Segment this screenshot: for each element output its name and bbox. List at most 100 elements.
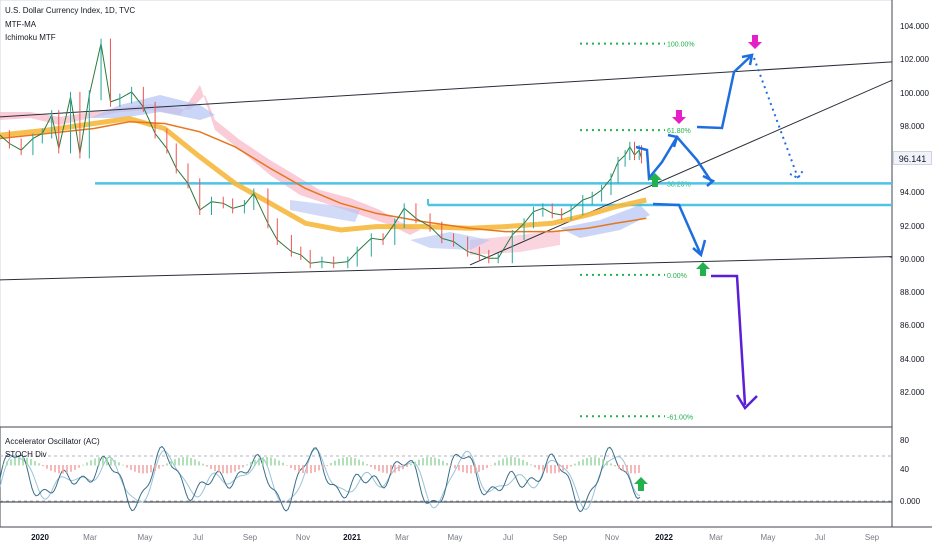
ac-histogram-bar [206, 465, 208, 467]
ac-histogram-bar [334, 460, 336, 466]
ac-histogram-bar [498, 460, 500, 466]
time-tick-label: May [760, 533, 776, 542]
projection-path-up [635, 134, 713, 182]
oscillator-tick-label: 80 [900, 436, 909, 445]
ac-histogram-bar [514, 457, 516, 466]
price-tick-label: 82.000 [900, 388, 925, 397]
ac-histogram-bar [550, 465, 552, 474]
ac-histogram-bar [526, 462, 528, 466]
ac-histogram-bar [566, 465, 568, 469]
ac-histogram-bar [110, 458, 112, 466]
ac-histogram-bar [346, 457, 348, 466]
time-tick-label: May [447, 533, 463, 542]
ac-histogram-bar [66, 465, 68, 473]
price-tick-label: 102.000 [900, 55, 929, 65]
ac-histogram-bar [78, 465, 80, 468]
ac-histogram-bar [46, 465, 48, 469]
ac-histogram-bar [502, 458, 504, 466]
ac-histogram-bar [254, 459, 256, 466]
ac-histogram-bar [262, 457, 264, 466]
ac-histogram-bar [90, 460, 92, 466]
ac-histogram-bar [422, 458, 424, 466]
ac-histogram-bar [434, 457, 436, 466]
ac-histogram-bar [250, 462, 252, 466]
time-tick-label: Jul [502, 533, 514, 542]
ac-histogram-bar [318, 465, 320, 471]
price-series-line [0, 43, 643, 264]
last-price-badge: 96.141 [893, 151, 932, 165]
ac-histogram-bar [354, 458, 356, 466]
ac-histogram-bar [470, 465, 472, 474]
moving-average-thin [0, 121, 647, 233]
ac-histogram-bar [130, 465, 132, 470]
ac-histogram-bar [522, 459, 524, 466]
ac-histogram-bar [186, 457, 188, 466]
ac-histogram-bar [82, 464, 84, 466]
oscillator-ac-label: Accelerator Oscillator (AC) [5, 437, 100, 446]
time-tick-label: Sep [864, 533, 880, 542]
time-tick-label: May [137, 533, 153, 542]
arrow-head [735, 394, 758, 411]
ac-histogram-bar [202, 463, 204, 466]
time-tick-label: 2020 [31, 533, 49, 542]
fib-level-label: 0.00% [667, 273, 687, 280]
ac-histogram-bar [306, 465, 308, 474]
ac-histogram-bar [450, 465, 452, 466]
ac-histogram-bar [174, 459, 176, 466]
ac-histogram-bar [594, 457, 596, 466]
ac-histogram-bar [510, 457, 512, 466]
ac-histogram-bar [290, 465, 292, 468]
ichimoku-cloud-bullish [560, 205, 650, 238]
ac-histogram-bar [26, 457, 28, 466]
ac-histogram-bar [446, 463, 448, 466]
ac-histogram-bar [582, 459, 584, 466]
ac-histogram-bar [586, 457, 588, 466]
ac-histogram-bar [194, 459, 196, 466]
time-tick-label: Jul [814, 533, 826, 542]
ac-histogram-bar [38, 463, 40, 466]
ac-histogram-bar [630, 465, 632, 474]
ac-histogram-bar [74, 465, 76, 470]
ac-histogram-bar [458, 465, 460, 471]
fib-level-label: 38.20% [667, 181, 691, 188]
projection-path-dotted [753, 57, 799, 179]
ac-histogram-bar [330, 463, 332, 466]
ac-histogram-bar [546, 465, 548, 473]
ac-histogram-bar [338, 458, 340, 466]
ac-histogram-bar [414, 461, 416, 466]
ac-histogram-bar [442, 460, 444, 466]
ac-histogram-bar [178, 457, 180, 466]
arrow-head [741, 53, 754, 66]
ac-histogram-bar [366, 464, 368, 466]
ac-histogram-bar [190, 457, 192, 466]
time-tick-label: 2021 [343, 533, 361, 542]
ac-histogram-bar [322, 465, 324, 469]
ac-histogram-bar [162, 465, 164, 467]
ac-histogram-bar [106, 457, 108, 466]
ac-histogram-bar [230, 465, 232, 473]
ac-histogram-bar [578, 461, 580, 466]
ac-histogram-bar [62, 465, 64, 474]
time-tick-label: 2022 [655, 533, 673, 542]
time-tick-label: Mar [83, 533, 97, 542]
ac-histogram-bar [86, 462, 88, 466]
ac-histogram-bar [362, 461, 364, 466]
ac-histogram-bar [478, 465, 480, 472]
projection-path-down [652, 202, 703, 256]
ac-histogram-bar [30, 459, 32, 466]
price-tick-label: 98.000 [900, 121, 925, 131]
ac-histogram-bar [618, 465, 620, 469]
ac-histogram-bar [50, 465, 52, 471]
ac-histogram-bar [270, 457, 272, 466]
ac-histogram-bar [490, 465, 492, 466]
ac-histogram-bar [358, 459, 360, 466]
ac-histogram-bar [370, 465, 372, 467]
ac-histogram-bar [382, 465, 384, 473]
ac-histogram-bar [242, 465, 244, 468]
buy-signal-arrow-icon [648, 173, 662, 187]
price-tick-label: 100.000 [900, 88, 929, 98]
ichimoku-cloud-bearish [470, 230, 560, 255]
time-tick-label: Nov [604, 533, 620, 542]
